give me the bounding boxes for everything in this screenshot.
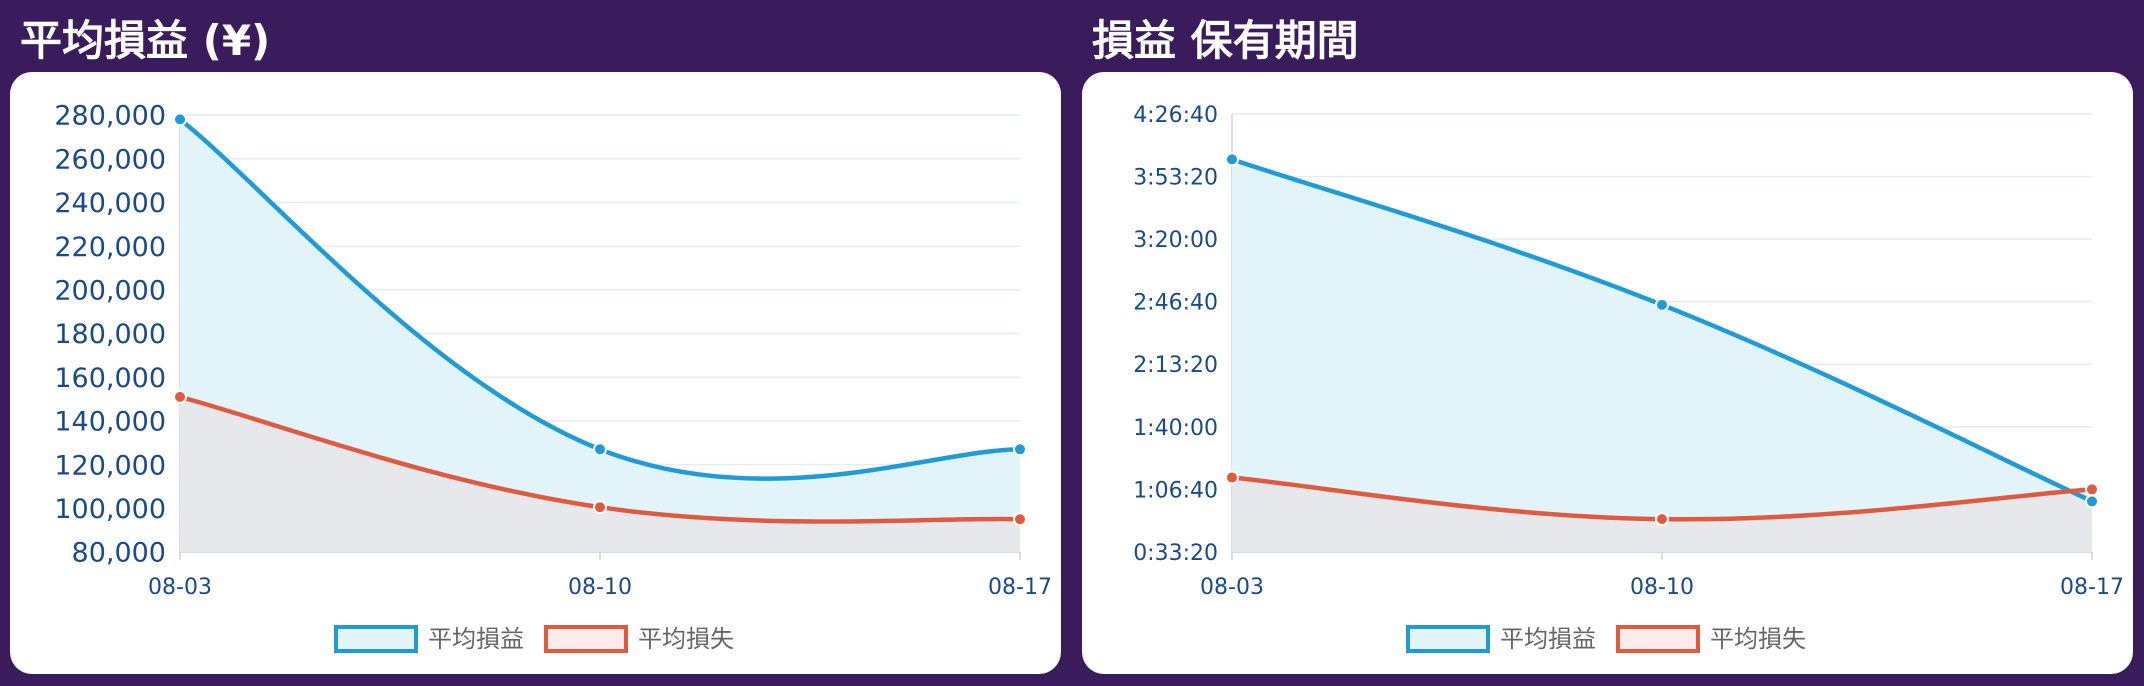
- y-tick-label: 80,000: [72, 538, 166, 569]
- x-tick-label: 08-17: [988, 575, 1052, 600]
- y-tick-label: 0:33:20: [1133, 541, 1218, 566]
- y-tick-label: 4:26:40: [1133, 103, 1218, 128]
- data-point-profit[interactable]: [2085, 494, 2099, 509]
- y-tick-label: 2:46:40: [1133, 291, 1218, 316]
- data-point-profit[interactable]: [1225, 152, 1239, 167]
- x-tick-label: 08-03: [148, 575, 212, 600]
- data-point-loss[interactable]: [1225, 470, 1239, 485]
- data-point-loss[interactable]: [593, 500, 607, 515]
- legend-swatch-profit[interactable]: [1406, 625, 1490, 653]
- data-point-profit[interactable]: [1013, 442, 1027, 457]
- data-point-loss[interactable]: [173, 389, 187, 404]
- x-tick-label: 08-10: [568, 575, 632, 600]
- legend-label-profit[interactable]: 平均損益: [428, 625, 524, 653]
- y-tick-label: 260,000: [54, 144, 166, 175]
- series-area-profit: [1232, 159, 2092, 552]
- x-tick-label: 08-17: [2060, 575, 2124, 600]
- chart-title-avg-pnl: 平均損益 (¥): [20, 16, 271, 65]
- y-tick-label: 240,000: [54, 188, 166, 219]
- y-tick-label: 280,000: [54, 101, 166, 132]
- legend-label-profit[interactable]: 平均損益: [1500, 625, 1596, 653]
- data-point-loss[interactable]: [1655, 512, 1669, 527]
- legend-label-loss[interactable]: 平均損失: [638, 625, 734, 653]
- y-tick-label: 3:20:00: [1133, 228, 1218, 253]
- chart-title-holding-period: 損益 保有期間: [1092, 16, 1359, 65]
- x-tick-label: 08-03: [1200, 575, 1264, 600]
- data-point-profit[interactable]: [1655, 297, 1669, 312]
- series-area-loss: [180, 396, 1020, 552]
- y-tick-label: 1:06:40: [1133, 478, 1218, 503]
- y-tick-label: 100,000: [54, 494, 166, 525]
- chart-card-avg-pnl: 80,000 100,000 120,000 140,000 160,000 180,00…: [10, 72, 1061, 674]
- y-tick-label: 2:13:20: [1133, 353, 1218, 378]
- y-tick-label: 3:53:20: [1133, 165, 1218, 190]
- y-tick-label: 220,000: [54, 232, 166, 263]
- data-point-profit[interactable]: [593, 442, 607, 457]
- x-tick-label: 08-10: [1630, 575, 1694, 600]
- legend-label-loss[interactable]: 平均損失: [1710, 625, 1806, 653]
- chart-card-holding-period: 0:33:20 1:06:40 1:40:00 2:13:20 2:46:40 3:20:…: [1082, 72, 2133, 674]
- y-tick-label: 160,000: [54, 363, 166, 394]
- y-tick-label: 200,000: [54, 276, 166, 307]
- y-tick-label: 180,000: [54, 319, 166, 350]
- legend-swatch-loss[interactable]: [544, 625, 628, 653]
- legend-swatch-loss[interactable]: [1616, 625, 1700, 653]
- avg-pnl-chart: 80,000 100,000 120,000 140,000 160,000 180,00…: [54, 101, 1052, 653]
- series-area-loss: [1232, 477, 2092, 552]
- data-point-loss[interactable]: [2085, 482, 2099, 497]
- holding-period-chart: 0:33:20 1:06:40 1:40:00 2:13:20 2:46:40 3:20:…: [1133, 103, 2124, 653]
- y-tick-label: 120,000: [54, 450, 166, 481]
- y-tick-label: 140,000: [54, 407, 166, 438]
- series-area-profit: [180, 119, 1020, 552]
- data-point-loss[interactable]: [1013, 512, 1027, 527]
- legend-swatch-profit[interactable]: [334, 625, 418, 653]
- y-tick-label: 1:40:00: [1133, 416, 1218, 441]
- data-point-profit[interactable]: [173, 112, 187, 127]
